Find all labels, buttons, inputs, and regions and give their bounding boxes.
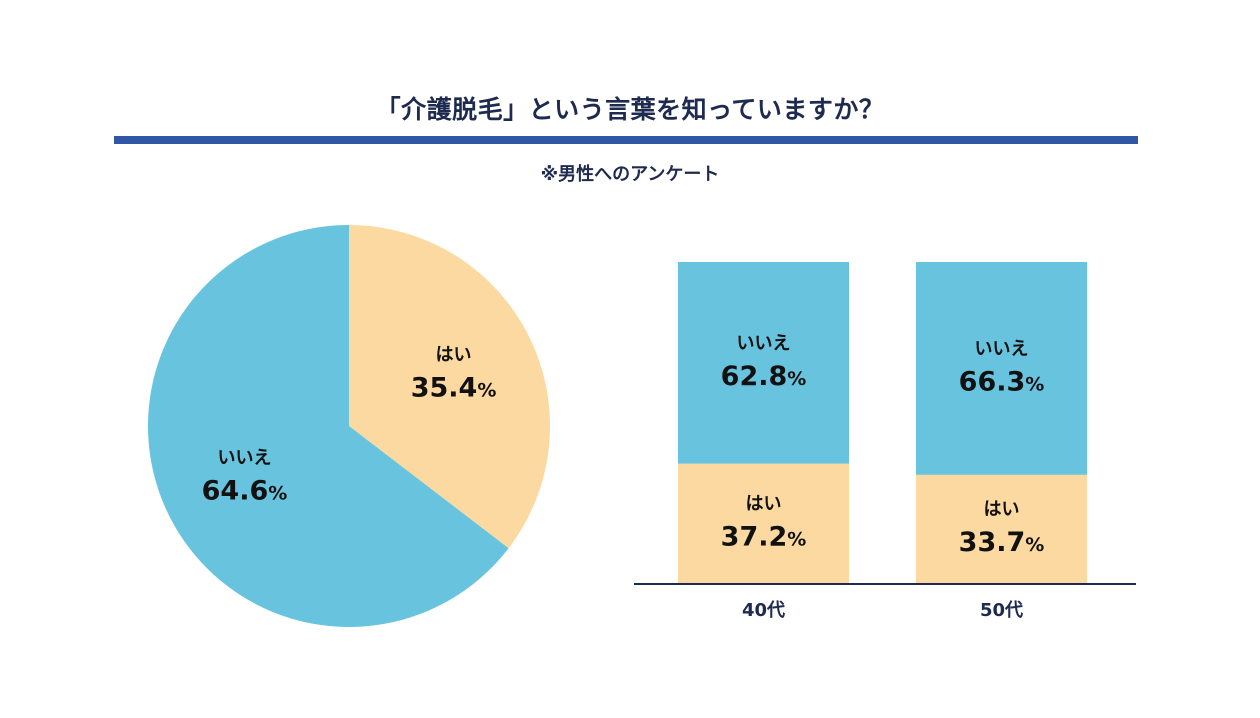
bar-no-value-label: 66.3% <box>959 366 1045 397</box>
bar-yes-category-label: はい <box>984 499 1020 520</box>
pie-slice-no <box>147 225 509 627</box>
bar-segment-yes <box>678 463 849 583</box>
bar-segment-yes <box>916 474 1087 583</box>
bar-no-value-label: 62.8% <box>721 361 807 392</box>
pie-slice-yes <box>349 225 550 549</box>
pie-slice-yes-value-label: 35.4% <box>411 372 497 403</box>
chart-subtitle: ※男性へのアンケート <box>540 164 720 185</box>
bar-segment-no <box>678 262 849 464</box>
chart-title: 「介護脱毛」という言葉を知っていますか？ <box>375 95 885 124</box>
pie-chart: はい 35.4% いいえ 64.6% <box>147 225 550 627</box>
bar-segment-no <box>916 262 1087 475</box>
bar-yes-value-label: 37.2% <box>721 521 807 552</box>
bar-no-category-label: いいえ <box>737 333 791 354</box>
pie-slice-no-category-label: いいえ <box>217 448 271 469</box>
x-tick-label: 50代 <box>980 600 1023 621</box>
stacked-bar-chart: はい 37.2% いいえ 62.8% 40代 はい 33.7% いいえ 66.3% 50代 <box>634 262 1136 621</box>
pie-slice-no-value-label: 64.6% <box>202 476 288 507</box>
bar-no-category-label: いいえ <box>975 338 1029 359</box>
title-divider <box>114 136 1138 144</box>
bar-yes-category-label: はい <box>746 493 782 514</box>
pie-slice-yes-category-label: はい <box>436 344 472 365</box>
bar-yes-value-label: 33.7% <box>959 527 1045 558</box>
x-tick-label: 40代 <box>742 600 785 621</box>
